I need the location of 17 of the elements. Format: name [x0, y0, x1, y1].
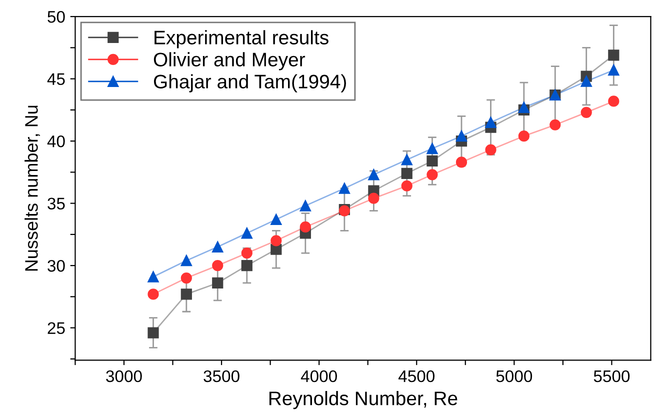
y-tick-label: 25: [48, 322, 65, 334]
x-axis-title: Reynolds Number, Re: [269, 390, 458, 410]
legend-label: Ghajar and Tam(1994): [154, 74, 346, 92]
y-tick-label: 45: [47, 73, 65, 86]
x-tick-label: 4000: [300, 370, 337, 382]
y-tick-label: 35: [48, 198, 65, 210]
y-tick-label: 50: [48, 10, 65, 23]
y-axis-title: Nusselts number, Nu: [24, 106, 40, 271]
x-tick-label: 5000: [496, 370, 532, 382]
x-tick-label: 3500: [204, 370, 240, 382]
y-tick-label: 30: [48, 260, 65, 272]
x-tick-label: 4500: [398, 370, 435, 382]
y-tick-label: 40: [47, 135, 65, 148]
legend-label: Experimental results: [154, 30, 328, 48]
x-tick-label: 5500: [594, 370, 630, 382]
x-tick-label: 3000: [106, 370, 142, 382]
legend-label: Olivier and Meyer: [154, 52, 306, 70]
